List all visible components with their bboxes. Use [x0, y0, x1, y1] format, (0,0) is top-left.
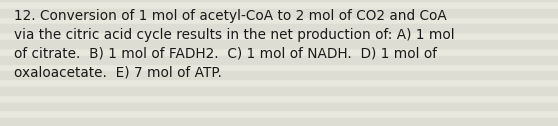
Bar: [0, 56, 558, 64]
Bar: [0, 87, 558, 95]
Text: 12. Conversion of 1 mol of acetyl-CoA to 2 mol of CO2 and CoA
via the citric aci: 12. Conversion of 1 mol of acetyl-CoA to…: [14, 9, 455, 80]
Bar: [0, 103, 558, 110]
Bar: [0, 0, 558, 1]
Bar: [0, 40, 558, 48]
Bar: [0, 71, 558, 79]
Bar: [0, 9, 558, 17]
Bar: [0, 118, 558, 126]
Bar: [0, 24, 558, 32]
